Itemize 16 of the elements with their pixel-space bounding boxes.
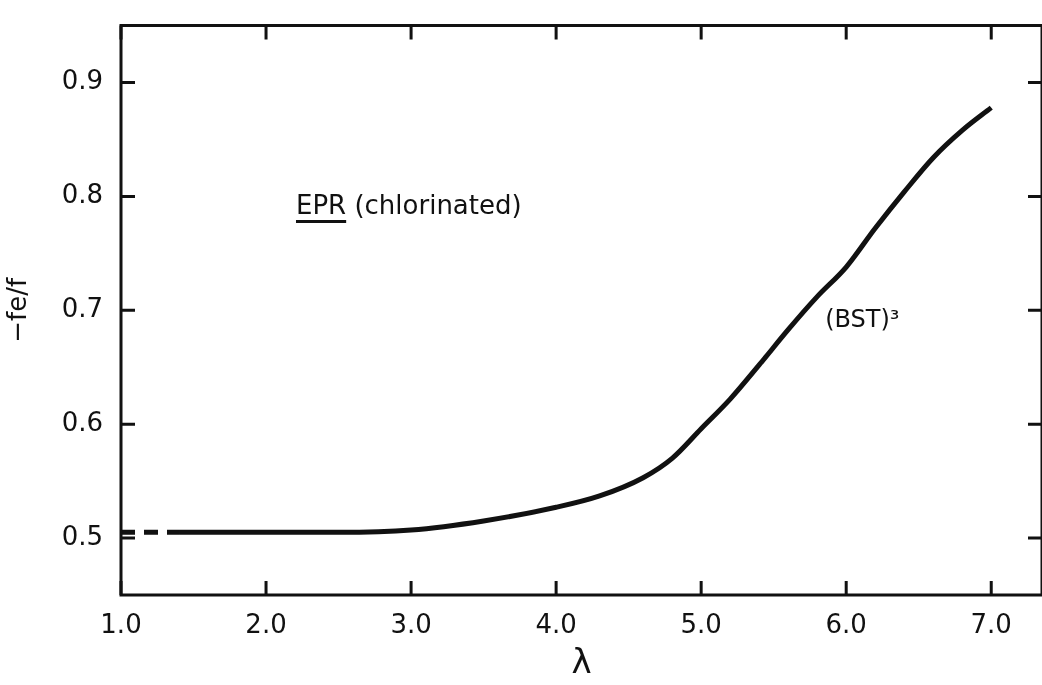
y-tick-label: 0.7	[61, 293, 103, 324]
annotation: EPR (chlorinated)	[295, 189, 522, 220]
y-tick-label: 0.6	[61, 406, 103, 437]
y-tick-label: 0.5	[61, 520, 103, 551]
x-tick-label: 2.0	[245, 609, 287, 640]
x-tick-label: 5.0	[680, 609, 722, 640]
y-axis-title: −fe/f	[2, 277, 33, 343]
x-tick-label: 1.0	[100, 609, 142, 640]
x-tick-label: 7.0	[970, 609, 1012, 640]
x-axis-title: λ	[571, 641, 592, 682]
x-tick-label: 3.0	[390, 609, 432, 640]
y-tick-label: 0.8	[61, 179, 103, 210]
series-label: (BST)³	[825, 304, 900, 333]
x-tick-label: 6.0	[825, 609, 867, 640]
x-tick-label: 4.0	[535, 609, 577, 640]
y-tick-label: 0.9	[61, 65, 103, 96]
